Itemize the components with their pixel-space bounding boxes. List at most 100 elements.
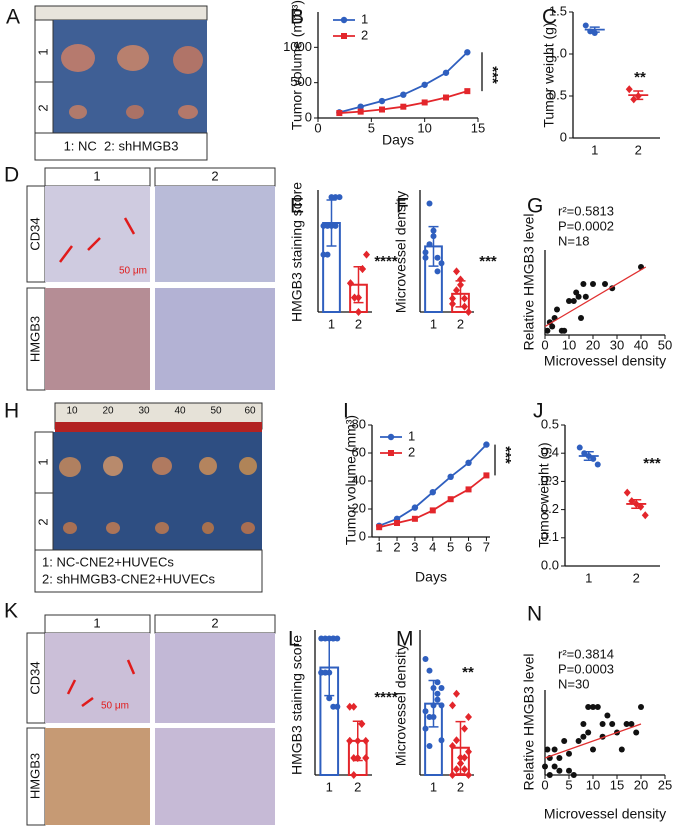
legend-label: 1 xyxy=(408,428,415,443)
point xyxy=(625,85,633,94)
trend-line xyxy=(544,266,647,328)
tumor xyxy=(173,46,203,74)
point xyxy=(336,110,343,117)
significance: ** xyxy=(462,664,474,681)
arrow xyxy=(123,217,136,235)
point xyxy=(422,708,429,715)
panel-letter: A xyxy=(6,6,20,29)
point xyxy=(465,308,472,316)
point xyxy=(453,286,460,295)
point xyxy=(346,736,354,745)
legend-marker xyxy=(388,450,394,456)
panel-letter: I xyxy=(343,400,349,423)
row-label: CD34 xyxy=(27,217,42,250)
row-label: HMGB3 xyxy=(27,753,42,799)
point xyxy=(354,753,362,762)
legend-marker xyxy=(340,16,348,24)
point xyxy=(544,746,551,753)
point xyxy=(465,771,472,779)
ruler-number: 20 xyxy=(102,406,114,417)
point xyxy=(430,233,437,240)
panel-letter: L xyxy=(288,628,300,651)
point xyxy=(465,459,472,466)
point xyxy=(449,299,456,308)
row-label: 1 xyxy=(35,48,50,55)
micrograph xyxy=(45,288,150,390)
point xyxy=(429,507,436,514)
arrow xyxy=(81,696,94,708)
point xyxy=(465,486,472,493)
x-tick-label: 40 xyxy=(634,337,648,352)
ruler-number: 40 xyxy=(174,406,186,417)
panel-letter: F xyxy=(396,195,409,218)
column-label: 2 xyxy=(211,615,218,630)
tumor xyxy=(61,44,95,72)
x-tick-label: 2 xyxy=(457,779,464,794)
y-tick-label: 80 xyxy=(352,416,366,431)
x-axis-label: Microvessel density xyxy=(544,353,666,369)
point xyxy=(376,524,383,531)
panel-d-photo xyxy=(26,167,276,391)
point xyxy=(461,765,468,774)
series-line xyxy=(339,51,468,114)
point xyxy=(590,455,597,462)
legend-label: 1 xyxy=(361,11,368,26)
stat-label: P=0.0003 xyxy=(558,661,614,676)
caption-box xyxy=(34,132,208,161)
point xyxy=(566,298,572,304)
point xyxy=(633,729,640,736)
ruler-number: 60 xyxy=(244,406,256,417)
x-tick-label: 5 xyxy=(368,120,375,135)
panel-h-photo xyxy=(34,402,263,593)
point xyxy=(599,721,606,727)
point xyxy=(434,679,441,686)
point xyxy=(594,704,601,710)
point xyxy=(328,194,335,201)
point xyxy=(549,323,556,330)
y-tick-label: 1.5 xyxy=(549,3,567,18)
point xyxy=(422,656,429,662)
x-tick-label: 1 xyxy=(585,570,592,585)
tumor xyxy=(152,457,172,475)
point xyxy=(581,450,588,457)
row-label: 2 xyxy=(35,518,50,525)
point xyxy=(544,327,551,334)
y-tick-label: 0.5 xyxy=(549,87,567,102)
point xyxy=(465,747,472,756)
point xyxy=(457,753,464,762)
y-axis-label: Relative HMGB3 level xyxy=(521,654,537,791)
tumor xyxy=(239,457,257,475)
point xyxy=(379,106,385,113)
ruler xyxy=(34,5,208,21)
x-tick-label: 2 xyxy=(457,316,464,331)
point xyxy=(355,308,362,316)
panel-letter: B xyxy=(290,6,304,29)
point xyxy=(350,753,358,762)
point xyxy=(430,714,437,720)
row-label: CD34 xyxy=(27,661,42,694)
point xyxy=(641,511,649,520)
point xyxy=(587,28,594,35)
tumor xyxy=(178,105,198,119)
y-tick-label: 0.0 xyxy=(541,557,559,572)
point xyxy=(570,298,577,304)
x-tick-label: 15 xyxy=(610,777,624,792)
legend-marker xyxy=(387,433,395,441)
caption-box xyxy=(34,549,263,593)
ruler-number: 10 xyxy=(66,406,78,417)
significance: *** xyxy=(484,66,501,84)
point xyxy=(421,81,428,88)
point xyxy=(554,306,560,313)
point xyxy=(483,472,490,479)
point xyxy=(358,719,366,728)
y-tick-label: 60 xyxy=(352,444,366,459)
point xyxy=(582,22,589,29)
tumor xyxy=(106,522,120,534)
point xyxy=(461,724,468,733)
x-tick-label: 1 xyxy=(326,779,333,794)
series-line xyxy=(378,443,488,527)
point xyxy=(457,275,464,284)
x-tick-label: 20 xyxy=(586,337,600,352)
point xyxy=(362,753,370,762)
point xyxy=(602,281,608,287)
